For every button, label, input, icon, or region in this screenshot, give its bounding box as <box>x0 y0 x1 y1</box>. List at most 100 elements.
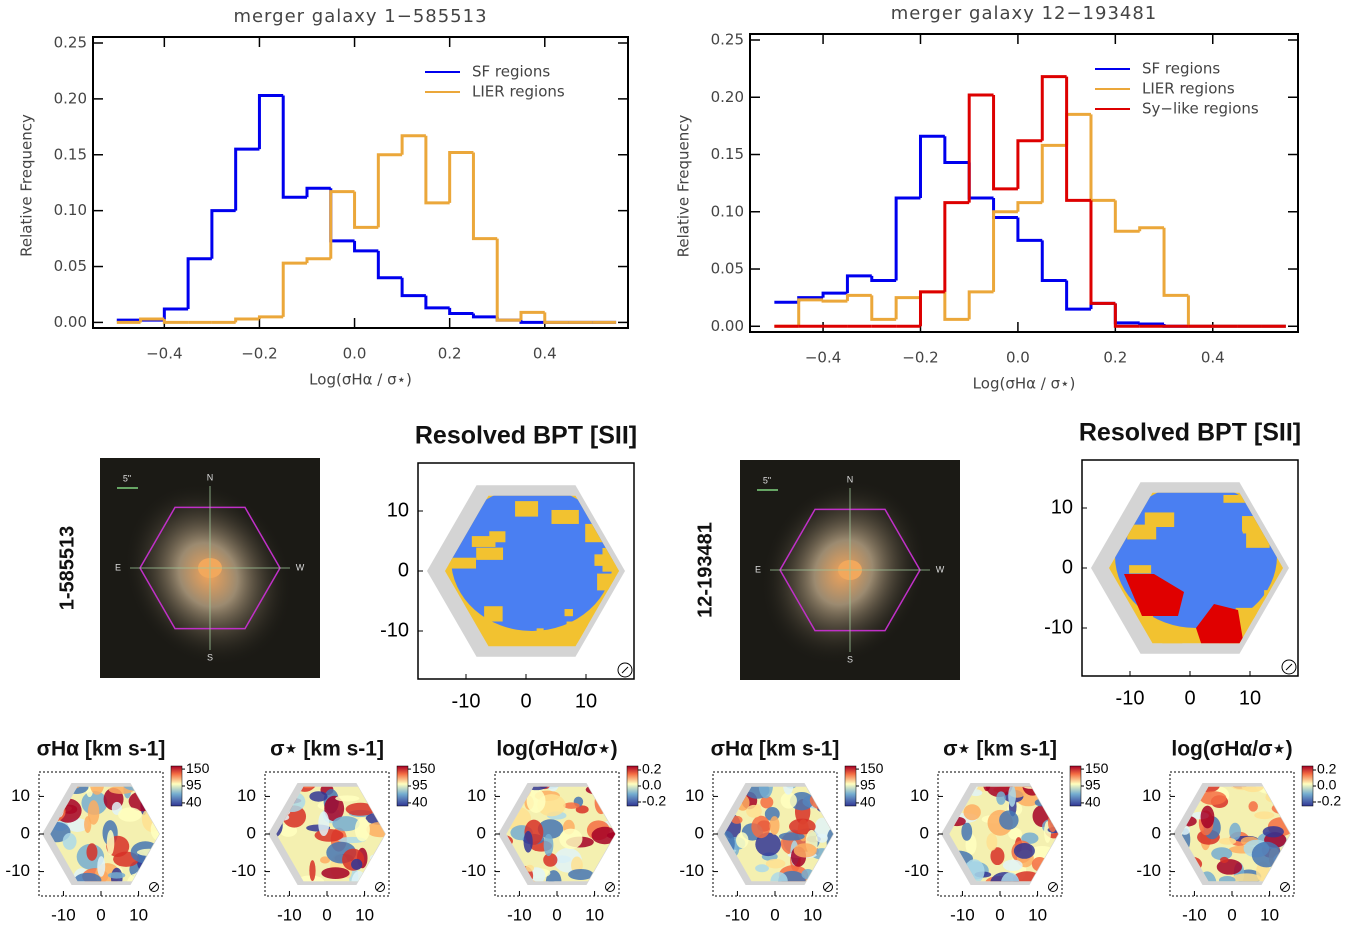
compass-label: N <box>847 474 854 484</box>
histogram-step <box>471 152 498 241</box>
histogram-step <box>1016 217 1043 242</box>
y-tick-label: 0 <box>477 823 486 842</box>
histogram-step <box>400 277 426 298</box>
pixels <box>345 771 372 784</box>
y-tick-label: 0.00 <box>54 313 87 331</box>
pixels <box>1265 791 1284 803</box>
x-tick-label: -10 <box>1182 905 1207 924</box>
pixels <box>1000 872 1020 882</box>
pixels <box>309 791 328 802</box>
y-axis-label: Relative Frequency <box>675 115 693 258</box>
pixels <box>791 882 815 904</box>
histogram-step <box>1089 114 1116 202</box>
colorbar-tick-label: 40 <box>1085 794 1101 810</box>
pixels <box>996 791 1006 805</box>
colorbar-tick-label: -0.2 <box>1317 793 1341 809</box>
x-tick-label: 10 <box>1239 687 1261 709</box>
histogram: merger galaxy 12−193481 Log(σHα / σ⋆) Rela… <box>675 3 1299 393</box>
pixels <box>1031 856 1048 872</box>
image-label: 12-193481 <box>694 522 716 618</box>
pixels <box>1218 837 1237 845</box>
pixels <box>372 853 386 864</box>
pixels <box>366 821 386 838</box>
histogram-step <box>1065 280 1091 311</box>
pixels <box>354 817 370 842</box>
histogram-step <box>543 312 569 324</box>
pixels <box>591 826 616 845</box>
pixels <box>1034 798 1048 807</box>
histogram-step <box>918 290 945 327</box>
colorbar <box>396 765 409 807</box>
map-pixels <box>949 786 1059 882</box>
pixels <box>758 786 773 799</box>
pixels <box>373 861 386 878</box>
pixels <box>50 821 71 843</box>
histogram-step <box>821 299 848 303</box>
y-tick-label: 0 <box>398 559 409 581</box>
histogram-step <box>797 298 824 327</box>
y-tick-label: 0 <box>1152 823 1161 842</box>
pixels <box>88 768 107 782</box>
pixels <box>50 877 59 882</box>
pixels <box>829 852 834 875</box>
colorbar <box>170 765 183 807</box>
colorbar-tick-label: 150 <box>186 760 210 776</box>
pixels <box>1281 863 1291 871</box>
pixels <box>720 769 745 777</box>
y-tick-label: -10 <box>5 861 30 880</box>
pixels <box>31 884 54 899</box>
pixels <box>506 863 508 875</box>
pixels <box>1167 874 1177 898</box>
y-tick-label: 0.25 <box>711 31 744 49</box>
x-tick-label: 0 <box>995 905 1004 924</box>
pixels <box>74 872 102 882</box>
pixels <box>780 792 797 809</box>
pixels <box>1008 827 1022 840</box>
pixels <box>50 869 63 882</box>
x-axis-label: Log(σHα / σ⋆) <box>309 371 412 389</box>
histogram-step <box>1040 75 1067 141</box>
pixels <box>586 883 606 906</box>
y-tick-label: 0 <box>21 823 30 842</box>
pixels <box>1251 841 1282 868</box>
pixels <box>770 872 788 882</box>
x-tick-label: 0.2 <box>438 345 462 363</box>
pixels <box>106 830 115 856</box>
pixels <box>345 802 376 816</box>
y-tick-label: 10 <box>387 499 409 521</box>
y-tick-label: 10 <box>1051 496 1073 518</box>
histogram-step <box>376 250 403 280</box>
region <box>594 554 618 566</box>
pixels <box>595 769 610 779</box>
histogram-step <box>234 147 260 211</box>
histogram-step <box>1113 303 1140 328</box>
x-tick-label: -10 <box>51 905 76 924</box>
pixels <box>300 884 306 894</box>
panel-title: Resolved BPT [SII] <box>1079 419 1301 447</box>
histogram-step <box>1016 201 1043 212</box>
x-tick-label: 10 <box>1028 905 1047 924</box>
pixels <box>986 833 998 851</box>
pixels <box>276 862 281 882</box>
pixels <box>133 869 158 882</box>
histogram-step <box>943 136 970 165</box>
pixels <box>563 802 580 809</box>
histogram-step <box>918 134 945 199</box>
pixels <box>1216 859 1243 875</box>
y-tick-label: 0 <box>695 823 704 842</box>
histogram-step <box>992 94 1018 191</box>
beam-hatch <box>1281 883 1289 891</box>
pixels <box>83 773 98 781</box>
y-tick-label: 0.20 <box>711 88 744 106</box>
pixels <box>90 786 105 795</box>
pixels <box>1254 811 1275 820</box>
pixels <box>276 858 277 870</box>
y-tick-label: 10 <box>467 786 486 805</box>
pixels <box>1044 786 1055 788</box>
pixels <box>351 858 363 870</box>
region <box>1129 565 1152 574</box>
colorbar-tick-label: 95 <box>412 777 428 793</box>
histogram-step <box>967 162 994 200</box>
legend-label: SF regions <box>1142 60 1220 78</box>
